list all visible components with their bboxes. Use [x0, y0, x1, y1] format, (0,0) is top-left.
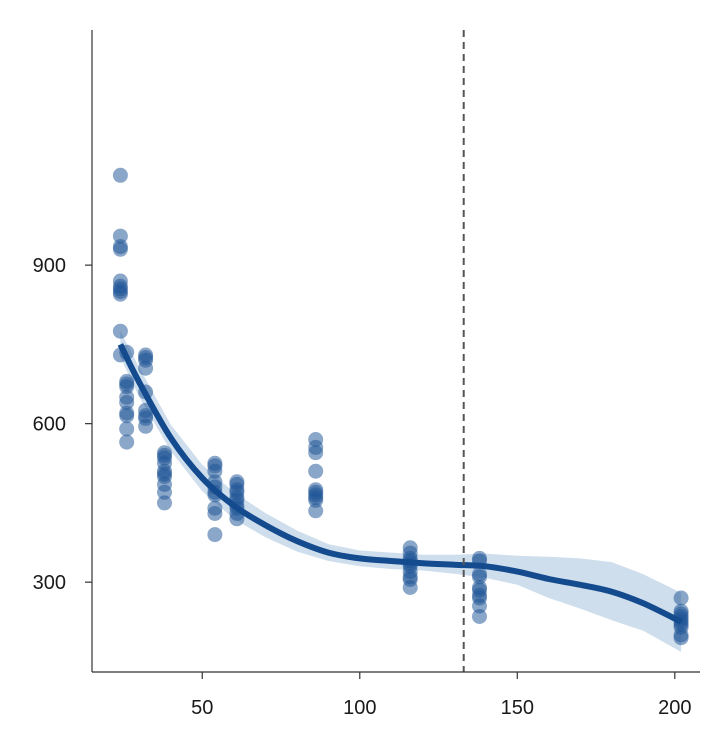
data-point — [157, 484, 172, 500]
data-point — [138, 360, 154, 376]
data-point — [229, 484, 245, 500]
data-point — [402, 580, 418, 595]
data-point — [112, 323, 128, 339]
data-point — [308, 487, 324, 503]
y-tick-label: 300 — [33, 572, 66, 594]
data-point — [673, 590, 689, 606]
data-point — [119, 421, 135, 437]
regression-line — [117, 343, 683, 625]
data-point — [119, 408, 135, 424]
data-point — [112, 241, 128, 257]
data-point — [119, 395, 135, 410]
x-tick-label: 200 — [658, 697, 691, 719]
y-tick-label: 600 — [33, 414, 66, 436]
data-point — [673, 627, 689, 643]
data-point — [472, 598, 487, 614]
data-point — [207, 527, 223, 543]
data-point — [112, 286, 128, 302]
data-point — [308, 463, 324, 479]
axes — [91, 30, 700, 673]
data-point — [112, 167, 128, 183]
data-point — [138, 410, 154, 426]
data-point — [207, 463, 223, 479]
x-tick-label: 50 — [191, 697, 213, 719]
data-point — [119, 434, 135, 450]
x-ticks: 50 100 150 200 — [191, 672, 691, 719]
data-point — [119, 373, 135, 389]
data-point — [308, 503, 324, 519]
data-point — [472, 569, 487, 585]
confidence-band — [120, 331, 682, 652]
regression-line-layer — [117, 343, 683, 625]
data-point — [472, 580, 487, 595]
data-point — [157, 450, 172, 466]
x-tick-label: 100 — [343, 697, 376, 719]
x-tick-label: 150 — [501, 697, 534, 719]
data-point — [207, 506, 223, 521]
data-point — [308, 445, 324, 461]
data-point — [157, 495, 172, 511]
y-tick-label: 900 — [33, 255, 66, 277]
data-point — [472, 609, 487, 624]
data-point — [112, 228, 128, 244]
y-ticks: 300 600 900 — [33, 255, 92, 594]
confidence-band-layer — [120, 331, 682, 652]
data-point — [229, 511, 245, 527]
